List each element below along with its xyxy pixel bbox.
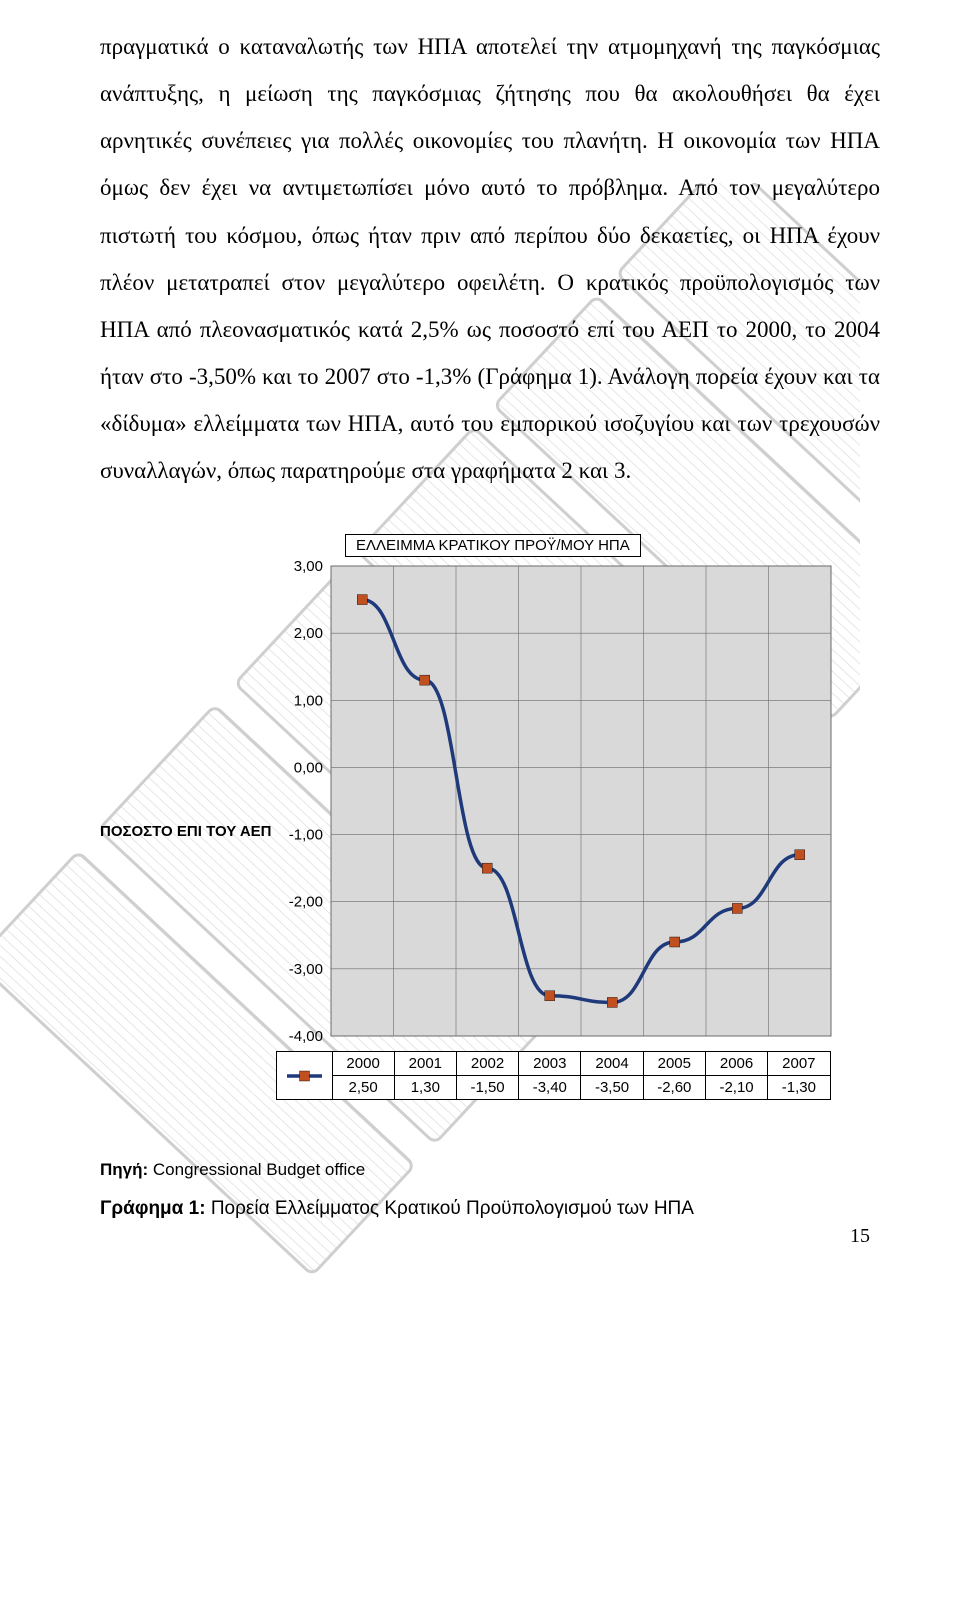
chart-1: ΕΛΛΕΙΜΜΑ ΚΡΑΤΙΚΟΥ ΠΡΟΫ/ΜΟΥ ΗΠΑ ΠΟΣΟΣΤΟ Ε… bbox=[100, 534, 880, 1100]
chart-source: Πηγή: Congressional Budget office bbox=[100, 1160, 880, 1180]
y-tick-label: -2,00 bbox=[288, 894, 322, 911]
y-axis-title: ΠΟΣΟΣΤΟ ΕΠΙ ΤΟΥ ΑΕΠ bbox=[100, 823, 272, 840]
body-text-2: Η οικονομία των ΗΠΑ όμως δεν έχει να αντ… bbox=[100, 128, 880, 483]
body-paragraph: πραγματικά ο καταναλωτής των ΗΠΑ αποτελε… bbox=[100, 23, 880, 494]
legend-swatch-cell bbox=[276, 1052, 332, 1100]
y-tick-label: 0,00 bbox=[293, 760, 322, 777]
chart-plot: 3,00 2,00 1,00 0,00 -1,00 -2,00 -3,00 -4,00 bbox=[276, 561, 836, 1051]
y-tick-label: -4,00 bbox=[288, 1028, 322, 1045]
year-cell: 2005 bbox=[643, 1052, 705, 1076]
y-tick-label: -3,00 bbox=[288, 961, 322, 978]
chart-title-box: ΕΛΛΕΙΜΜΑ ΚΡΑΤΙΚΟΥ ΠΡΟΫ/ΜΟΥ ΗΠΑ bbox=[345, 534, 641, 557]
data-marker bbox=[544, 991, 554, 1001]
data-marker bbox=[419, 676, 429, 686]
value-cell: 2,50 bbox=[332, 1076, 394, 1100]
value-cell: -1,50 bbox=[456, 1076, 518, 1100]
value-cell: -2,10 bbox=[705, 1076, 767, 1100]
year-cell: 2001 bbox=[394, 1052, 456, 1076]
value-cell: -1,30 bbox=[768, 1076, 830, 1100]
chart-data-table: 20002001200220032004200520062007 2,501,30… bbox=[276, 1051, 831, 1100]
data-marker bbox=[669, 937, 679, 947]
year-cell: 2003 bbox=[519, 1052, 581, 1076]
source-name: Congressional Budget office bbox=[153, 1160, 365, 1179]
chart-title: ΕΛΛΕΙΜΜΑ ΚΡΑΤΙΚΟΥ ΠΡΟΫ/ΜΟΥ ΗΠΑ bbox=[356, 537, 630, 554]
value-cell: -2,60 bbox=[643, 1076, 705, 1100]
value-cell: 1,30 bbox=[394, 1076, 456, 1100]
data-marker bbox=[732, 904, 742, 914]
data-marker bbox=[357, 595, 367, 605]
year-cell: 2000 bbox=[332, 1052, 394, 1076]
y-tick-label: -1,00 bbox=[288, 827, 322, 844]
data-marker bbox=[482, 864, 492, 874]
source-label: Πηγή: bbox=[100, 1160, 153, 1179]
caption-text: Πορεία Ελλείμματος Κρατικού Προϋπολογισμ… bbox=[211, 1198, 694, 1219]
y-tick-label: 3,00 bbox=[293, 561, 322, 575]
y-tick-label: 1,00 bbox=[293, 693, 322, 710]
caption-label: Γράφημα 1: bbox=[100, 1198, 211, 1219]
chart-caption: Γράφημα 1: Πορεία Ελλείμματος Κρατικού Π… bbox=[100, 1198, 880, 1220]
value-cell: -3,40 bbox=[519, 1076, 581, 1100]
data-marker bbox=[794, 850, 804, 860]
year-cell: 2007 bbox=[768, 1052, 830, 1076]
year-cell: 2004 bbox=[581, 1052, 643, 1076]
year-cell: 2002 bbox=[456, 1052, 518, 1076]
y-tick-label: 2,00 bbox=[293, 626, 322, 643]
data-marker bbox=[607, 998, 617, 1008]
value-cell: -3,50 bbox=[581, 1076, 643, 1100]
year-cell: 2006 bbox=[705, 1052, 767, 1076]
